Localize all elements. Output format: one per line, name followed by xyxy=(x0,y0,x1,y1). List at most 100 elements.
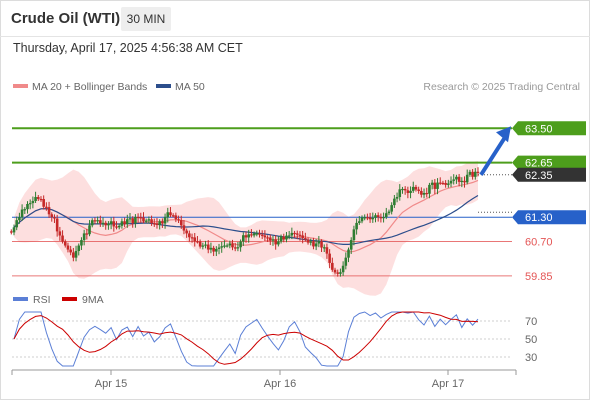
candle-body xyxy=(465,174,469,183)
candle-body xyxy=(198,241,202,247)
ma20-legend-label: MA 20 + Bollinger Bands xyxy=(32,81,147,93)
candle-body xyxy=(136,216,140,219)
candle-body xyxy=(425,192,429,195)
ma50-legend-label: MA 50 xyxy=(175,81,205,93)
time-tick-label: Apr 16 xyxy=(264,378,296,390)
candle-body xyxy=(452,179,456,181)
candle-body xyxy=(368,217,372,220)
candle-body xyxy=(204,244,207,246)
candle-body xyxy=(406,190,410,193)
candle-body xyxy=(258,233,261,235)
candle-body xyxy=(371,217,375,220)
candle-body xyxy=(244,235,248,238)
candle-body xyxy=(53,217,56,219)
candle-body xyxy=(85,233,89,235)
candle-body xyxy=(225,245,229,247)
candle-body xyxy=(441,182,445,185)
candle-body xyxy=(355,222,358,230)
candle-body xyxy=(50,214,54,218)
candle-body xyxy=(401,188,404,191)
candle-body xyxy=(72,252,75,258)
candle-body xyxy=(179,220,183,226)
candle-body xyxy=(34,197,37,201)
candle-body xyxy=(331,262,334,270)
candle-body xyxy=(447,183,450,185)
candle-body xyxy=(384,213,388,218)
candle-body xyxy=(152,223,156,225)
candle-body xyxy=(82,233,86,241)
candle-body xyxy=(336,272,340,274)
candle-body xyxy=(104,222,108,226)
candle-body xyxy=(287,235,291,237)
last-price-label: 62.35 xyxy=(525,170,553,182)
candle-body xyxy=(236,247,240,249)
candle-body xyxy=(341,265,345,273)
candle-body xyxy=(150,219,153,224)
resistance-2-label-box xyxy=(512,121,586,136)
candle-body xyxy=(247,234,250,238)
candle-body xyxy=(317,241,321,244)
candle-body xyxy=(39,198,43,201)
candle-body xyxy=(430,182,434,185)
candle-body xyxy=(449,180,453,184)
candle-body xyxy=(277,241,280,245)
candle-body xyxy=(298,234,302,236)
candle-body xyxy=(395,197,399,199)
pivot-label-box xyxy=(512,210,586,225)
resistance-2-label: 63.50 xyxy=(525,123,553,135)
candle-body xyxy=(347,249,350,258)
candle-body xyxy=(463,180,466,183)
candle-body xyxy=(63,241,67,246)
candle-body xyxy=(325,247,329,254)
candle-body xyxy=(301,235,304,239)
candle-body xyxy=(349,240,353,250)
candle-body xyxy=(142,217,145,222)
rsi-ma-line xyxy=(13,311,479,365)
candle-body xyxy=(169,212,172,216)
candle-body xyxy=(320,241,323,248)
rsi-panel: 70 50 30 xyxy=(12,311,537,367)
candle-body xyxy=(12,227,16,233)
candle-body xyxy=(101,222,105,224)
candle-body xyxy=(166,212,170,218)
time-axis: Apr 15 Apr 16 Apr 17 xyxy=(11,369,517,390)
candle-body xyxy=(123,221,126,225)
candle-body xyxy=(42,199,45,207)
candle-body xyxy=(417,189,420,191)
candle-body xyxy=(271,239,275,241)
candle-body xyxy=(188,233,191,238)
candle-body xyxy=(387,211,391,214)
ma20-line xyxy=(13,179,479,253)
candle-body xyxy=(74,250,78,258)
candle-body xyxy=(201,245,205,247)
candle-body xyxy=(58,231,62,236)
candle-body xyxy=(242,235,245,242)
candle-body xyxy=(282,236,286,240)
timeframe-button[interactable]: 30 MIN xyxy=(121,7,171,31)
candle-body xyxy=(139,217,143,219)
candle-body xyxy=(147,219,151,221)
candle-body xyxy=(163,217,167,224)
candle-body xyxy=(31,200,35,204)
candle-body xyxy=(457,176,461,182)
candle-body xyxy=(231,243,234,248)
candle-body xyxy=(185,230,188,234)
rsi-ma-legend-label: 9MA xyxy=(82,294,104,306)
candle-body xyxy=(293,232,296,235)
candle-body xyxy=(66,245,70,250)
resistance-1-label: 62.65 xyxy=(525,158,553,170)
candle-body xyxy=(398,189,402,198)
candle-body xyxy=(266,237,269,239)
candle-body xyxy=(274,239,277,245)
candle-body xyxy=(196,241,199,243)
candle-body xyxy=(190,237,194,239)
candle-body xyxy=(206,244,210,250)
candle-body xyxy=(80,240,83,246)
candle-body xyxy=(220,246,224,248)
candle-body xyxy=(88,225,91,235)
time-tick-label: Apr 17 xyxy=(432,378,464,390)
candle-body xyxy=(20,209,24,218)
candle-body xyxy=(260,234,264,236)
candle-body xyxy=(45,206,48,208)
